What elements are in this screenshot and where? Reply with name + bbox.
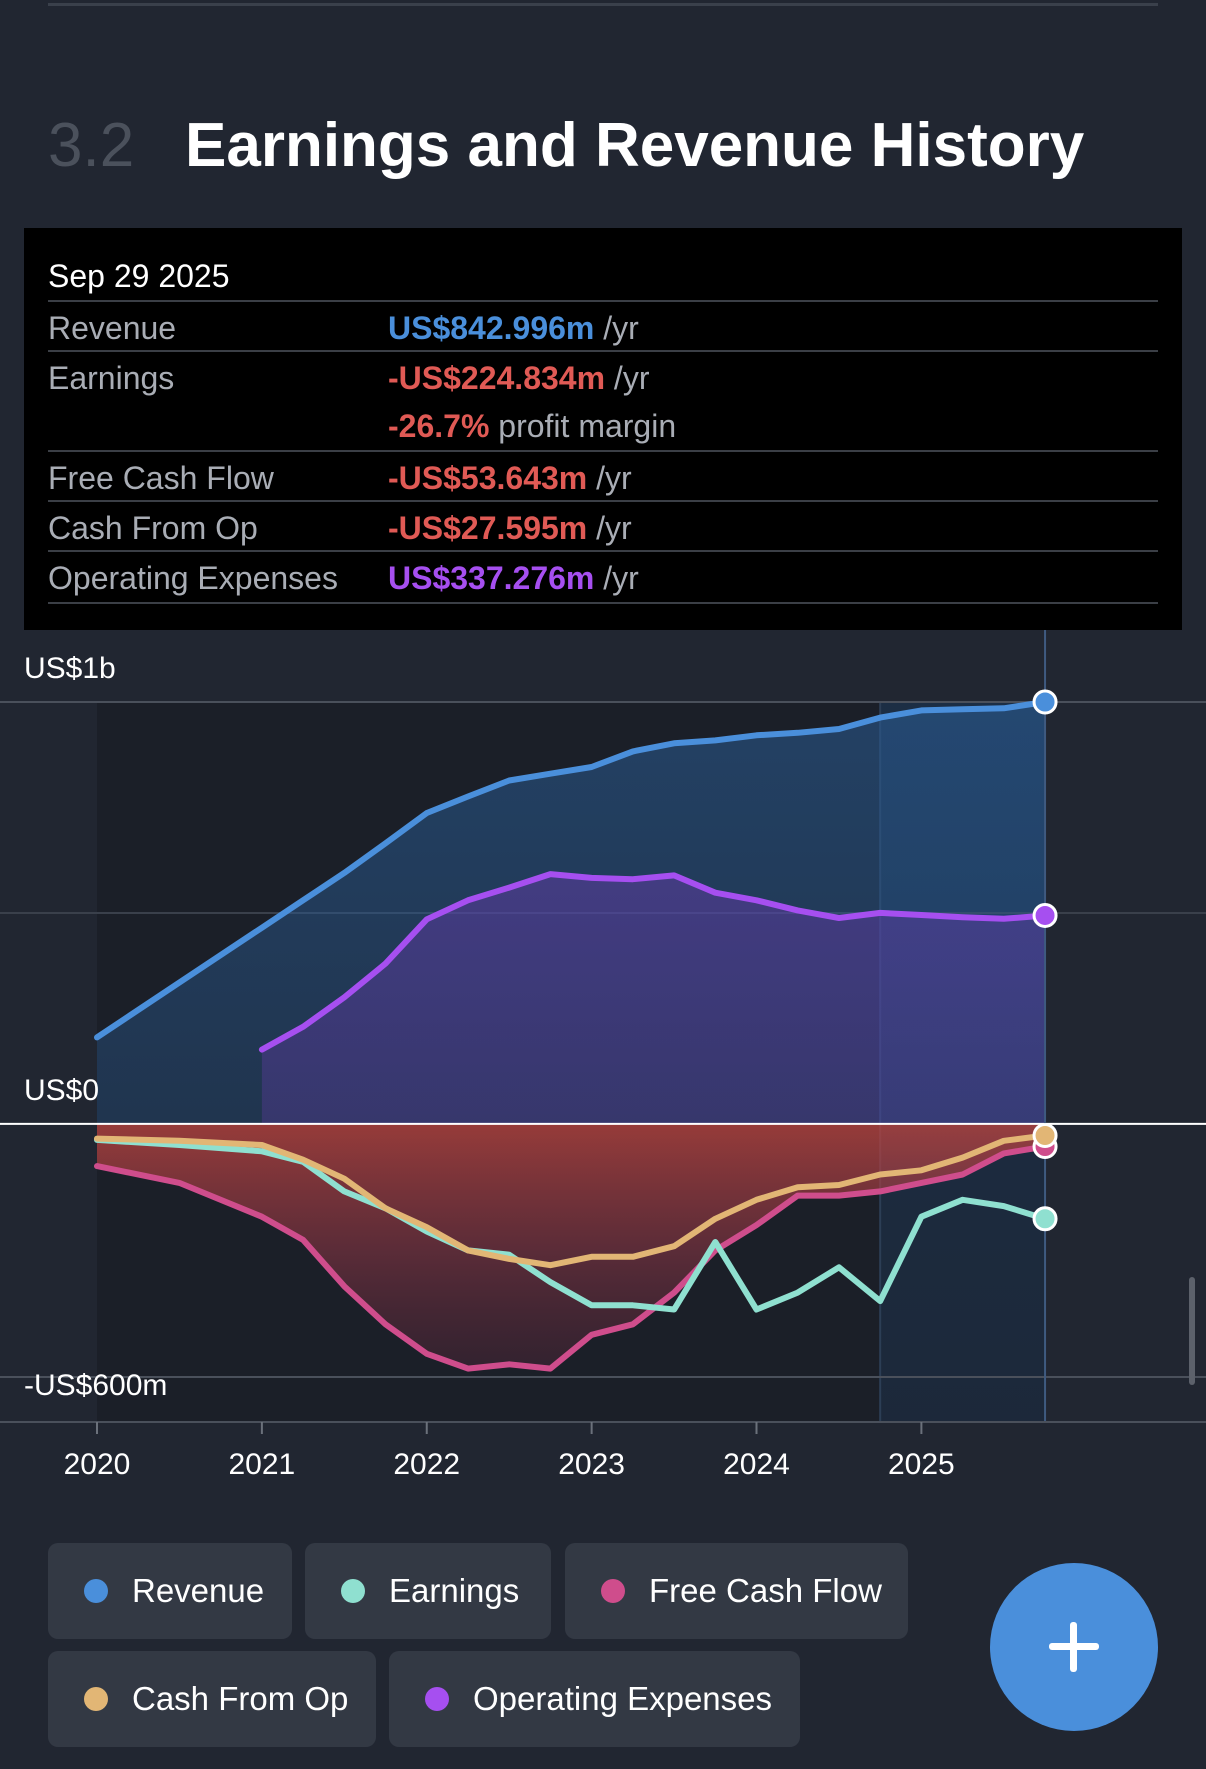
profit-margin-text: profit margin	[498, 408, 677, 444]
series-line-operating-expenses	[258, 871, 1048, 1053]
legend-label: Revenue	[132, 1572, 265, 1609]
end-marker-cash-from-op	[1032, 1123, 1058, 1149]
scrollbar[interactable]	[1189, 1277, 1195, 1385]
operating-expenses-area	[261, 874, 1045, 1124]
x-tick-label: 2020	[64, 1448, 131, 1481]
y-tick-label: US$0	[24, 1074, 99, 1107]
y-tick-label: US$1b	[24, 652, 116, 685]
tooltip-divider	[48, 350, 1158, 352]
profit-margin-value: -26.7%	[388, 408, 490, 444]
legend-chip-operating-expenses[interactable]: Operating Expenses	[389, 1651, 800, 1747]
series-line-earnings	[94, 1136, 1048, 1313]
x-tick-label: 2023	[558, 1448, 625, 1481]
tooltip-divider	[48, 300, 1158, 302]
series-line-free-cash-flow	[94, 1143, 1048, 1372]
revenue-dot-icon	[84, 1579, 108, 1603]
legend-label: Cash From Op	[132, 1680, 349, 1717]
tooltip-value: -US$53.643m	[388, 460, 588, 496]
tooltip-date: Sep 29 2025	[48, 258, 230, 294]
tooltip-label: Earnings	[48, 360, 175, 396]
y-tick-label: -US$600m	[24, 1369, 167, 1402]
tooltip-value: US$842.996m	[388, 310, 595, 346]
tooltip-label: Operating Expenses	[48, 560, 338, 596]
x-tick-label: 2024	[723, 1448, 790, 1481]
tooltip-divider	[48, 602, 1158, 604]
tooltip-divider	[48, 500, 1158, 502]
legend-chip-cash-from-op[interactable]: Cash From Op	[48, 1651, 376, 1747]
end-marker-earnings	[1032, 1206, 1058, 1232]
section-title: Earnings and Revenue History	[185, 110, 1085, 180]
tooltip-unit: /yr	[613, 360, 650, 396]
end-marker-operating-expenses	[1032, 902, 1058, 928]
earnings-dot-icon	[341, 1579, 365, 1603]
tooltip-unit: /yr	[603, 560, 639, 596]
legend-chip-revenue[interactable]: Revenue	[48, 1543, 292, 1639]
x-tick-label: 2025	[888, 1448, 955, 1481]
tooltip-divider	[48, 450, 1158, 452]
tooltip-unit: /yr	[603, 310, 639, 346]
operating-expenses-dot-icon	[425, 1687, 449, 1711]
legend-chip-free-cash-flow[interactable]: Free Cash Flow	[565, 1543, 908, 1639]
end-marker-revenue	[1032, 689, 1058, 715]
tooltip-label: Revenue	[48, 310, 177, 346]
x-tick-label: 2022	[393, 1448, 460, 1481]
top-divider	[48, 3, 1158, 6]
tooltip-value: US$337.276m	[388, 560, 595, 596]
earnings-revenue-chart[interactable]: US$1b US$0 -US$600m 2020 2021 2022 2023 2024 202…	[0, 630, 1206, 1510]
legend-label: Operating Expenses	[473, 1680, 773, 1717]
add-button[interactable]	[990, 1563, 1158, 1731]
tooltip-label: Cash From Op	[48, 510, 258, 546]
tooltip-value: -US$27.595m	[388, 510, 588, 546]
tooltip-value: -US$224.834m	[388, 360, 606, 396]
legend-label: Earnings	[389, 1572, 520, 1609]
legend-chip-earnings[interactable]: Earnings	[305, 1543, 551, 1639]
tooltip-divider	[48, 550, 1158, 552]
section-header: 3.2 Earnings and Revenue History	[48, 100, 1084, 190]
cash-from-op-dot-icon	[84, 1687, 108, 1711]
section-number: 3.2	[48, 110, 135, 180]
x-tick-label: 2021	[229, 1448, 296, 1481]
tooltip-unit: /yr	[596, 460, 632, 496]
free-cash-flow-dot-icon	[601, 1579, 625, 1603]
series-line-cash-from-op	[94, 1132, 1048, 1269]
legend-label: Free Cash Flow	[649, 1572, 882, 1609]
chart-tooltip: Sep 29 2025 Revenue US$842.996m /yr Earn…	[24, 228, 1182, 630]
tooltip-unit: /yr	[596, 510, 632, 546]
series-line-revenue	[94, 699, 1048, 1041]
tooltip-label: Free Cash Flow	[48, 460, 274, 496]
